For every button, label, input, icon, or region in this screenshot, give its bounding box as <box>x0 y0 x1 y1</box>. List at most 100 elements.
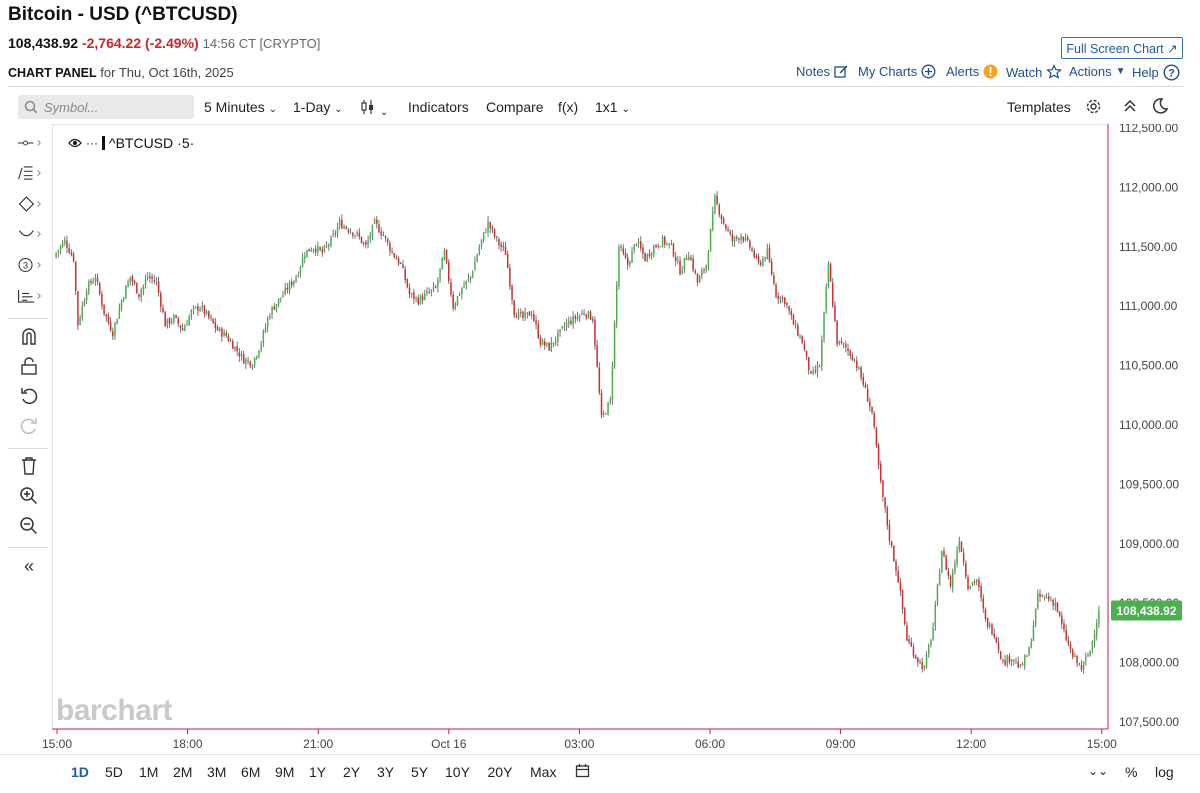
candle-body <box>498 238 500 246</box>
candle-body <box>821 338 823 367</box>
line-tool-icon[interactable] <box>16 132 42 154</box>
range-dropdown[interactable]: 1-Day ⌄ <box>293 99 343 115</box>
log-scale-button[interactable]: log <box>1155 764 1174 780</box>
calendar-icon[interactable] <box>575 763 590 783</box>
undo-icon[interactable] <box>16 385 42 407</box>
compare-button[interactable]: Compare <box>486 99 544 115</box>
candle-body <box>373 219 376 224</box>
notes-link[interactable]: Notes <box>796 64 849 79</box>
range-button-10y[interactable]: 10Y <box>445 764 470 780</box>
my-charts-link[interactable]: My Charts <box>858 64 936 79</box>
candle-body <box>840 341 843 343</box>
candle-body <box>624 253 627 258</box>
candle-body <box>465 280 468 286</box>
range-button-20y[interactable]: 20Y <box>487 764 513 780</box>
candle-body <box>186 324 188 326</box>
candle-body <box>783 297 786 304</box>
candle-body <box>428 292 430 294</box>
candle-body <box>631 250 633 263</box>
fibonacci-tool-icon[interactable] <box>16 162 42 184</box>
candle-body <box>522 311 524 318</box>
range-button-5d[interactable]: 5D <box>105 764 123 780</box>
candle-body <box>441 257 444 270</box>
measure-tool-icon[interactable] <box>16 285 42 307</box>
magnet-icon[interactable] <box>16 325 42 347</box>
range-button-3m[interactable]: 3M <box>207 764 227 780</box>
eye-icon[interactable] <box>68 138 82 148</box>
candle-body <box>799 336 801 338</box>
range-button-5y[interactable]: 5Y <box>411 764 429 780</box>
candle-body <box>914 655 917 659</box>
unlock-icon[interactable] <box>16 355 42 377</box>
chart-type-dropdown[interactable]: ⌄ <box>360 99 388 118</box>
candle-body <box>677 260 679 262</box>
range-button-1m[interactable]: 1M <box>139 764 159 780</box>
candle-body <box>762 258 764 266</box>
candle-body <box>539 337 542 345</box>
candle-body <box>345 226 348 229</box>
candle-body <box>232 341 234 349</box>
candle-body <box>851 355 854 361</box>
candle-body <box>770 261 773 275</box>
indicators-button[interactable]: Indicators <box>408 99 469 115</box>
candle-body <box>114 322 116 336</box>
zoom-out-icon[interactable] <box>16 515 42 537</box>
range-button-3y[interactable]: 3Y <box>377 764 395 780</box>
settings-gear-icon[interactable] <box>1085 98 1102 118</box>
legend-menu-icon[interactable]: ··· <box>86 136 98 150</box>
collapse-up-icon[interactable] <box>1122 97 1138 118</box>
candle-body <box>559 328 561 333</box>
count-tool-icon[interactable]: 3 <box>16 254 42 276</box>
functions-button[interactable]: f(x) <box>558 99 579 115</box>
candle-body <box>491 227 494 229</box>
actions-menu[interactable]: Actions ▼ <box>1069 64 1126 79</box>
candle-body <box>967 577 969 590</box>
range-button-2y[interactable]: 2Y <box>343 764 361 780</box>
candle-body <box>919 661 921 664</box>
range-button-2m[interactable]: 2M <box>173 764 193 780</box>
interval-dropdown[interactable]: 5 Minutes ⌄ <box>204 99 277 115</box>
candle-body <box>101 294 103 306</box>
candle-body <box>934 603 937 627</box>
price-chart[interactable]: 112,500.00 112,000.00 111,500.00 111,000.00… <box>0 124 1200 760</box>
candle-body <box>1034 608 1037 626</box>
full-screen-chart-button[interactable]: Full Screen Chart ↗ <box>1061 37 1183 59</box>
symbol-search-input[interactable]: Symbol... <box>18 95 194 119</box>
collapse-sidebar-icon[interactable]: « <box>23 555 34 576</box>
candle-body <box>1061 615 1063 624</box>
candle-body <box>805 350 808 357</box>
trash-icon[interactable] <box>16 455 42 477</box>
percent-scale-button[interactable]: % <box>1125 764 1138 780</box>
shape-tool-icon[interactable] <box>16 193 42 215</box>
alerts-link[interactable]: Alerts <box>946 64 998 79</box>
range-button-9m[interactable]: 9M <box>275 764 295 780</box>
watch-link[interactable]: Watch <box>1006 64 1063 80</box>
zoom-in-icon[interactable] <box>16 485 42 507</box>
candle-body <box>733 236 736 242</box>
candle-body <box>205 311 208 314</box>
range-button-1y[interactable]: 1Y <box>309 764 327 780</box>
help-label: Help <box>1132 65 1159 80</box>
templates-button[interactable]: Templates <box>1007 99 1071 115</box>
x-tick-label: Oct 16 <box>431 737 467 751</box>
layout-dropdown[interactable]: 1x1 ⌄ <box>595 99 630 115</box>
candle-body <box>328 244 330 246</box>
candle-body <box>262 331 265 343</box>
candle-body <box>358 232 361 237</box>
candle-body <box>1041 595 1043 597</box>
range-button-max[interactable]: Max <box>530 764 557 780</box>
candle-body <box>480 239 483 246</box>
curve-tool-icon[interactable] <box>16 223 42 245</box>
candle-body <box>408 287 411 295</box>
candle-body <box>886 507 889 526</box>
candle-body <box>1013 659 1015 661</box>
candle-body <box>910 641 913 647</box>
dark-mode-moon-icon[interactable] <box>1151 97 1169 118</box>
candle-body <box>605 413 607 415</box>
help-link[interactable]: Help ? <box>1132 64 1180 81</box>
range-button-1d[interactable]: 1D <box>71 764 89 780</box>
range-button-6m[interactable]: 6M <box>241 764 261 780</box>
chevron-double-down-icon[interactable]: ⌄⌄ <box>1088 764 1109 778</box>
redo-icon[interactable] <box>16 415 42 437</box>
candle-body <box>995 637 998 643</box>
